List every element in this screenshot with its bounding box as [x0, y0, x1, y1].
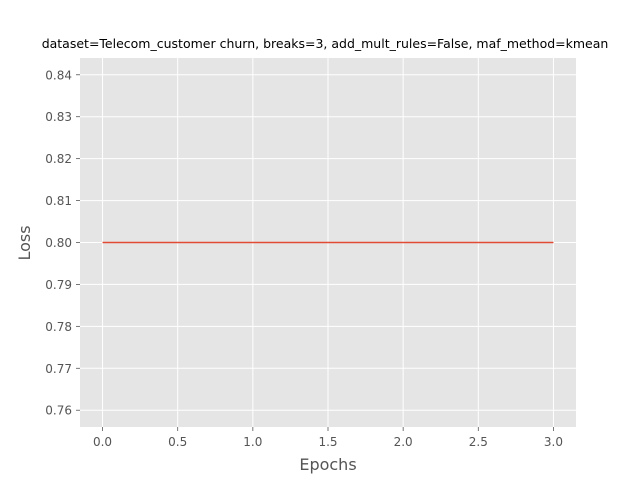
- y-tick-label: 0.81: [45, 194, 72, 208]
- x-tick-label: 1.0: [243, 435, 262, 449]
- x-tick-label: 3.0: [544, 435, 563, 449]
- y-tick-label: 0.78: [45, 320, 72, 334]
- x-tick-label: 1.5: [318, 435, 337, 449]
- y-tick-label: 0.80: [45, 236, 72, 250]
- y-tick-label: 0.79: [45, 278, 72, 292]
- x-tick-label: 2.0: [394, 435, 413, 449]
- y-tick-label: 0.82: [45, 152, 72, 166]
- y-tick-label: 0.76: [45, 404, 72, 418]
- y-tick-label: 0.83: [45, 110, 72, 124]
- x-axis-label: Epochs: [299, 455, 356, 474]
- y-tick-label: 0.77: [45, 362, 72, 376]
- x-tick-label: 0.0: [93, 435, 112, 449]
- x-tick-label: 0.5: [168, 435, 187, 449]
- chart-title: dataset=Telecom_customer churn, breaks=3…: [42, 36, 609, 51]
- x-tick-label: 2.5: [469, 435, 488, 449]
- y-tick-label: 0.84: [45, 68, 72, 82]
- y-axis-label: Loss: [15, 225, 34, 260]
